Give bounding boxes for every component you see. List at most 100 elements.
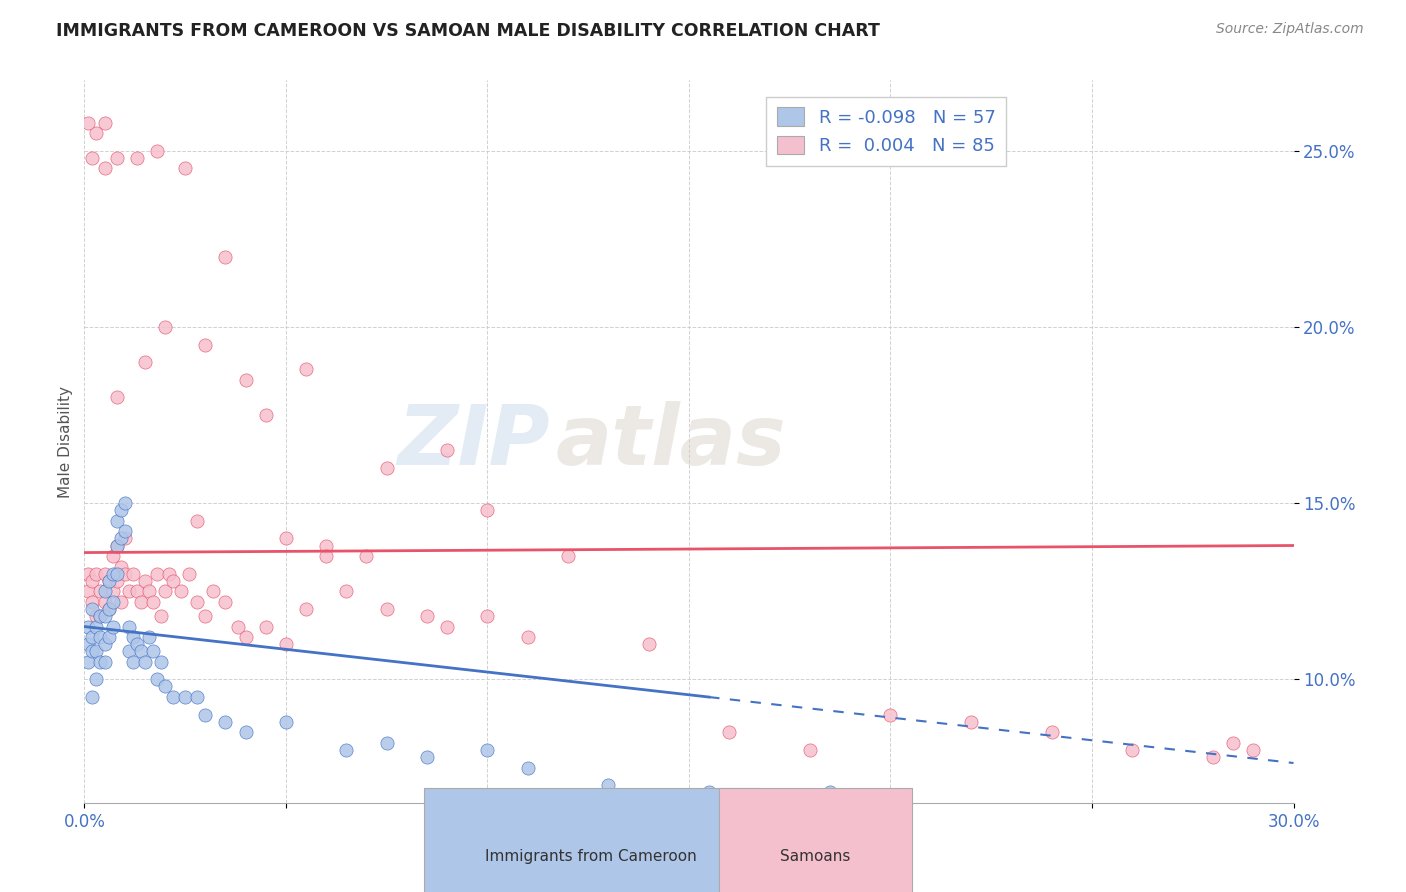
Point [146, 566, 169, 581]
Point [174, 690, 197, 704]
Point [110, 559, 132, 574]
Point [315, 539, 337, 553]
Point [105, 539, 128, 553]
Point [101, 584, 124, 599]
Point [149, 655, 172, 669]
Point [1202, 750, 1225, 764]
Point [134, 655, 156, 669]
Y-axis label: Male Disability: Male Disability [58, 385, 73, 498]
Point [146, 673, 169, 687]
Point [114, 566, 136, 581]
Point [1121, 743, 1143, 757]
Point [149, 609, 172, 624]
Point [157, 566, 180, 581]
Point [1040, 725, 1063, 739]
Point [82, 151, 104, 165]
Point [105, 539, 128, 553]
Point [82, 574, 104, 588]
Point [153, 680, 176, 694]
Point [89, 609, 111, 624]
Point [89, 609, 111, 624]
Point [93, 609, 115, 624]
Point [235, 630, 257, 644]
Point [637, 637, 659, 651]
Point [101, 566, 124, 581]
Point [105, 566, 128, 581]
Point [110, 503, 132, 517]
Point [97, 574, 120, 588]
Point [121, 655, 143, 669]
Point [86, 673, 108, 687]
Point [194, 609, 217, 624]
Point [477, 743, 499, 757]
Point [129, 644, 152, 658]
Legend: R = -0.098   N = 57, R =  0.004   N = 85: R = -0.098 N = 57, R = 0.004 N = 85 [766, 96, 1007, 166]
Point [86, 566, 108, 581]
Text: ZIP: ZIP [398, 401, 550, 482]
Point [121, 566, 143, 581]
Point [879, 707, 901, 722]
Point [82, 690, 104, 704]
Point [86, 126, 108, 140]
Point [110, 595, 132, 609]
Text: atlas: atlas [555, 401, 786, 482]
Point [142, 644, 165, 658]
Point [82, 644, 104, 658]
Point [598, 778, 620, 792]
Point [174, 161, 197, 176]
Point [138, 584, 160, 599]
Point [186, 514, 208, 528]
Point [1241, 743, 1264, 757]
Point [295, 362, 318, 376]
Point [436, 443, 458, 458]
Text: Source: ZipAtlas.com: Source: ZipAtlas.com [1216, 22, 1364, 37]
Point [516, 630, 538, 644]
Point [194, 337, 217, 351]
Point [202, 584, 225, 599]
Point [295, 602, 318, 616]
Text: Samoans: Samoans [780, 849, 851, 863]
Point [799, 743, 821, 757]
Point [274, 714, 297, 729]
Point [101, 595, 124, 609]
Point [186, 690, 208, 704]
Point [335, 743, 357, 757]
Point [375, 736, 398, 750]
Point [82, 595, 104, 609]
Point [82, 630, 104, 644]
Point [477, 503, 499, 517]
Point [114, 524, 136, 539]
Point [146, 144, 169, 158]
Point [125, 584, 148, 599]
Point [77, 115, 100, 129]
Point [86, 619, 108, 633]
Point [516, 760, 538, 774]
Point [557, 549, 579, 563]
Point [186, 595, 208, 609]
Point [93, 595, 115, 609]
Point [214, 250, 236, 264]
Point [105, 151, 128, 165]
Point [226, 619, 249, 633]
Point [134, 574, 156, 588]
Point [125, 151, 148, 165]
Point [97, 630, 120, 644]
Point [194, 707, 217, 722]
Point [179, 566, 201, 581]
Point [416, 750, 439, 764]
Point [235, 725, 257, 739]
Point [105, 574, 128, 588]
Point [121, 630, 143, 644]
Text: IMMIGRANTS FROM CAMEROON VS SAMOAN MALE DISABILITY CORRELATION CHART: IMMIGRANTS FROM CAMEROON VS SAMOAN MALE … [56, 22, 880, 40]
Point [315, 549, 337, 563]
Point [77, 637, 100, 651]
Point [477, 609, 499, 624]
Point [125, 637, 148, 651]
Point [254, 408, 277, 422]
Point [1222, 736, 1244, 750]
Point [162, 690, 184, 704]
Point [77, 655, 100, 669]
Point [162, 574, 184, 588]
Point [274, 532, 297, 546]
Point [86, 644, 108, 658]
